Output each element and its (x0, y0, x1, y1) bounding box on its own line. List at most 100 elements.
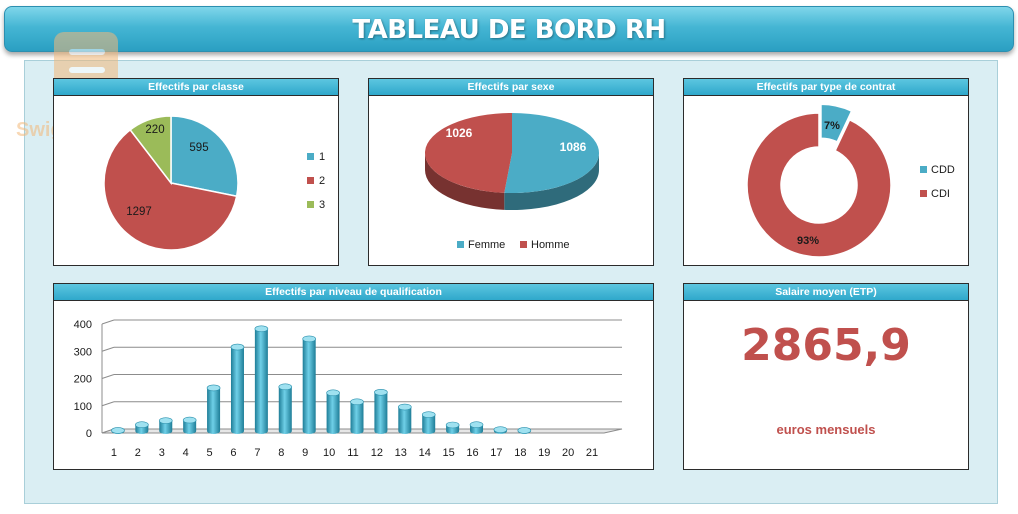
page-title: TABLEAU DE BORD RH (352, 15, 666, 45)
legend-swatch (920, 166, 927, 173)
panel-effectifs-contrat: Effectifs par type de contrat 7% 93% CDD CD… (683, 78, 969, 266)
data-label: 220 (145, 124, 164, 136)
y-tick-label: 100 (74, 401, 92, 413)
bar-top-1 (111, 427, 125, 434)
bar-top-16 (469, 421, 484, 429)
bar-top-5 (206, 384, 221, 392)
data-label: 93% (797, 235, 819, 247)
legend-swatch (307, 177, 314, 184)
gridline-side (101, 346, 115, 352)
bar-5 (207, 387, 221, 434)
bar-14 (422, 414, 436, 434)
bar-top-2 (135, 421, 149, 429)
legend-label: Femme (468, 239, 505, 251)
bar-4 (183, 420, 197, 434)
bar-7 (254, 328, 268, 434)
x-tick-label: 5 (207, 447, 213, 459)
pie-slice-Homme (424, 113, 512, 193)
x-tick-label: 11 (347, 447, 358, 459)
panel-title: Effectifs par sexe (369, 79, 653, 96)
bar-8 (278, 386, 292, 434)
x-tick-label: 18 (514, 447, 526, 459)
legend-swatch (457, 241, 464, 248)
bar-top-10 (326, 389, 340, 397)
legend-swatch (920, 190, 927, 197)
x-tick-label: 9 (302, 447, 308, 459)
bar-top-15 (445, 421, 460, 429)
panel-title: Effectifs par niveau de qualification (54, 284, 653, 301)
doughnut-slice-CDI (746, 112, 892, 258)
x-tick-label: 10 (323, 447, 335, 459)
bar-top-17 (493, 426, 508, 433)
bar-top-14 (421, 411, 436, 418)
legend-label: 3 (319, 199, 325, 211)
pie-slice-1 (170, 115, 239, 198)
bar-top-9 (302, 335, 316, 343)
y-tick-label: 0 (86, 428, 92, 440)
bar-top-12 (374, 389, 388, 396)
data-label: 595 (189, 142, 208, 154)
x-tick-label: 17 (490, 447, 502, 459)
bar-top-18 (517, 427, 532, 434)
legend-swatch (520, 241, 527, 248)
legend-swatch (307, 153, 314, 160)
panel-salaire-moyen: Salaire moyen (ETP) 2865,9 euros mensuel… (683, 283, 969, 470)
gridline-side (101, 374, 115, 379)
bar-9 (302, 338, 316, 434)
x-tick-label: 8 (278, 447, 284, 459)
legend-label: CDI (931, 188, 950, 200)
x-tick-label: 15 (442, 447, 454, 459)
salaire-unit: euros mensuels (776, 422, 876, 437)
pie-chart-classe: 595 1297 220 1 2 3 (103, 115, 325, 251)
x-tick-label: 21 (586, 447, 598, 459)
y-tick-label: 400 (74, 319, 92, 331)
legend-swatch (307, 201, 314, 208)
pie-side-Femme (504, 153, 599, 210)
gridline-side (101, 319, 115, 325)
bar-6 (230, 347, 244, 434)
bar-top-4 (182, 416, 197, 424)
data-label: 1026 (446, 126, 473, 140)
pie-side-Homme (425, 153, 505, 210)
legend-label: 2 (319, 175, 325, 187)
bar-top-13 (398, 403, 412, 411)
x-tick-label: 13 (395, 447, 407, 459)
bar-10 (326, 392, 340, 434)
y-tick-label: 200 (74, 374, 92, 386)
x-tick-label: 2 (135, 447, 141, 459)
x-tick-label: 14 (419, 447, 431, 459)
bar-top-8 (278, 383, 293, 391)
pie-slice-2 (103, 128, 238, 251)
bar-top-11 (350, 398, 364, 406)
bar-13 (398, 407, 412, 434)
x-tick-label: 4 (183, 447, 189, 459)
legend-label: Homme (531, 239, 570, 251)
bar-12 (374, 392, 388, 434)
panel-title: Salaire moyen (ETP) (684, 284, 968, 301)
x-tick-label: 16 (466, 447, 478, 459)
data-label: 1297 (126, 206, 152, 218)
x-tick-label: 1 (111, 447, 117, 459)
legend-label: CDD (931, 164, 955, 176)
doughnut-chart-contrat: 7% 93% CDD CDI (746, 103, 955, 258)
panel-title: Effectifs par type de contrat (684, 79, 968, 96)
x-tick-label: 19 (538, 447, 550, 459)
bar-top-3 (158, 417, 173, 424)
x-tick-label: 12 (371, 447, 383, 459)
panel-effectifs-sexe: Effectifs par sexe 1086 1026 Femme Homme (368, 78, 654, 266)
pie-slice-3 (129, 115, 172, 186)
data-label: 7% (824, 120, 840, 132)
pie-chart-sexe: 1086 1026 Femme Homme (424, 113, 599, 251)
gridline-side (101, 401, 115, 407)
pie-slice-Femme (504, 113, 599, 193)
x-tick-label: 6 (230, 447, 236, 459)
bar-3 (159, 420, 173, 434)
bar-top-6 (230, 343, 245, 351)
bar-11 (350, 401, 364, 434)
bar-top-7 (254, 325, 269, 333)
panel-effectifs-qualification: Effectifs par niveau de qualification 0 1… (53, 283, 654, 470)
panel-effectifs-classe: Effectifs par classe 595 1297 220 1 2 3 (53, 78, 339, 266)
legend-label: 1 (319, 151, 325, 163)
y-tick-label: 300 (74, 346, 92, 358)
x-tick-label: 7 (254, 447, 260, 459)
